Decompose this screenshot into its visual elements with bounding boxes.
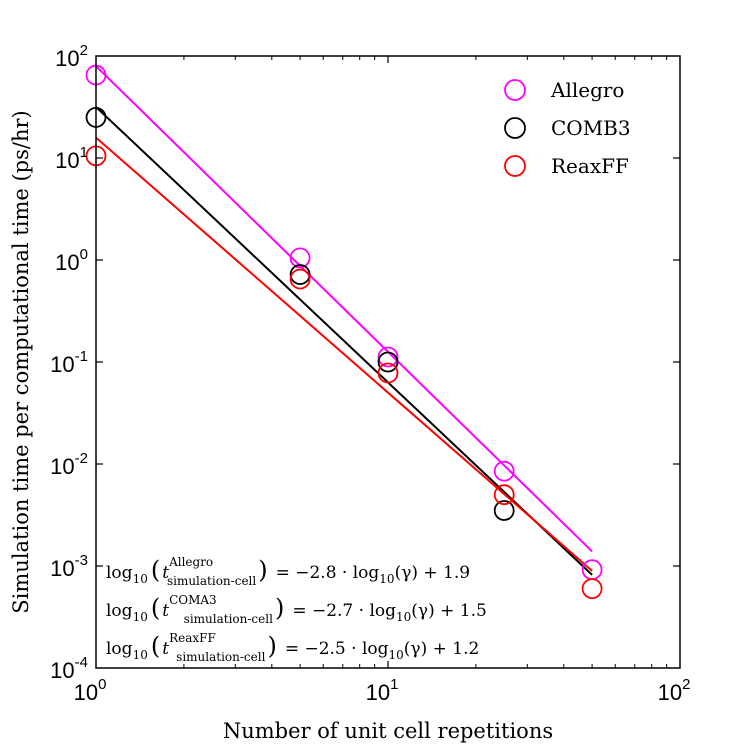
data-points — [85, 64, 603, 600]
point-comb3 — [289, 264, 311, 285]
fit-equation: log10(tReaxFF simulation-cell) = −2.5 · lo… — [106, 631, 479, 664]
y-tick-label: 101 — [55, 144, 88, 173]
point-allegro — [493, 460, 515, 482]
y-axis-title: Simulation time per computational time (… — [9, 110, 33, 613]
x-tick-label: 102 — [658, 676, 691, 705]
axis-ticks — [96, 56, 680, 668]
fit-line-comb3 — [95, 106, 593, 576]
y-tick-label: 100 — [55, 246, 88, 275]
point-reaxff — [581, 578, 603, 600]
legend-marker-reaxff — [504, 155, 526, 177]
fit-equation: log10(tCOMA3 simulation-cell) = −2.7 · log… — [106, 593, 487, 626]
point-comb3 — [377, 351, 399, 373]
x-tick-label: 101 — [366, 676, 399, 705]
point-reaxff — [493, 484, 515, 506]
point-reaxff — [289, 268, 311, 290]
legend-marker-comb3 — [504, 117, 526, 139]
y-tick-label: 10-2 — [50, 450, 88, 479]
fit-line-allegro — [95, 65, 593, 553]
y-tick-label: 10-3 — [50, 552, 88, 581]
legend-label-allegro: Allegro — [550, 78, 624, 102]
legend-label-reaxff: ReaxFF — [551, 154, 629, 178]
point-reaxff — [377, 362, 399, 384]
y-tick-label: 102 — [55, 42, 88, 71]
fit-equation: log10(tAllegro simulation-cell) = −2.8 · l… — [106, 555, 470, 588]
point-comb3 — [493, 500, 515, 521]
point-allegro — [377, 346, 399, 368]
x-tick-label: 100 — [74, 676, 107, 705]
y-tick-label: 10-1 — [50, 348, 88, 377]
fit-line-reaxff — [95, 136, 593, 572]
point-allegro — [289, 247, 311, 269]
legend: Allegro COMB3 ReaxFF — [504, 78, 631, 178]
legend-marker-allegro — [504, 79, 526, 101]
legend-label-comb3: COMB3 — [551, 116, 631, 140]
y-tick-label: 10-4 — [50, 654, 88, 683]
fit-lines — [95, 65, 593, 576]
x-axis-title: Number of unit cell repetitions — [223, 719, 553, 743]
fit-equations: log10(tAllegro simulation-cell) = −2.8 · l… — [106, 555, 487, 664]
tick-labels: 100 101 102 10-4 10-3 10-2 10-1 100 101 102 — [50, 42, 690, 705]
